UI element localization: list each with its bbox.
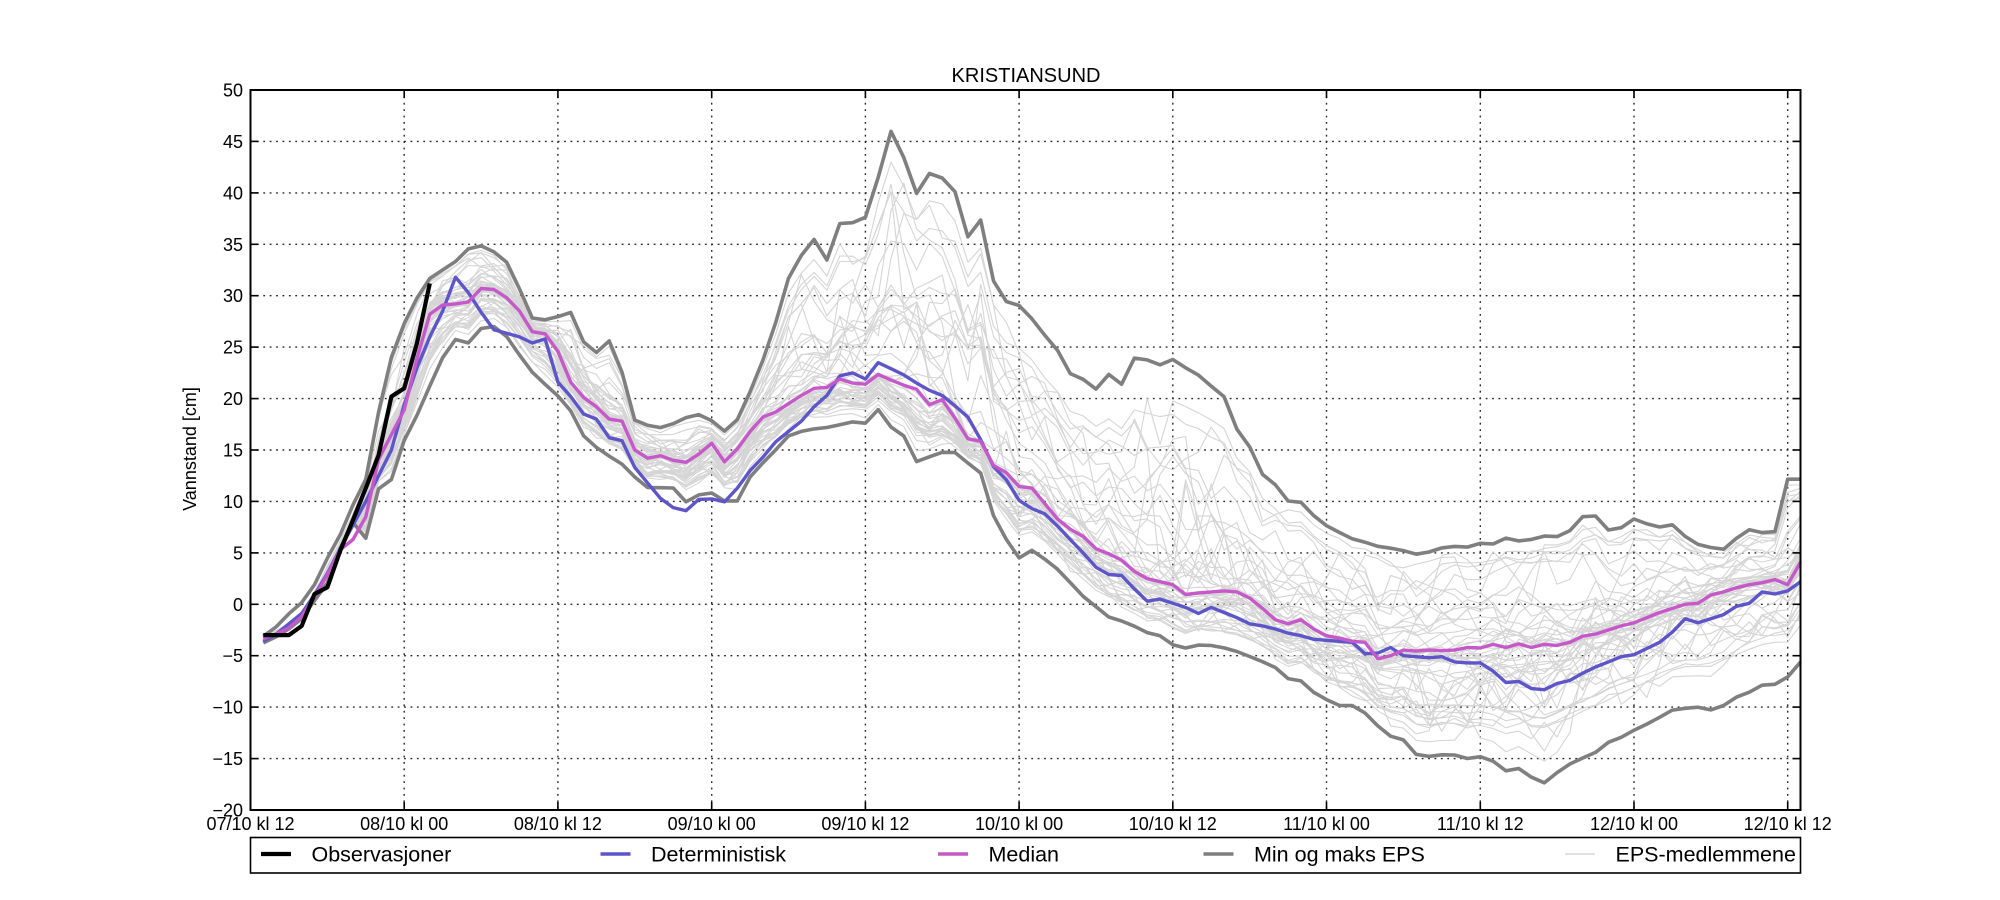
svg-text:08/10 kl 00: 08/10 kl 00 <box>360 814 448 834</box>
svg-text:08/10 kl 12: 08/10 kl 12 <box>514 814 602 834</box>
svg-text:12/10 kl 00: 12/10 kl 00 <box>1590 814 1678 834</box>
svg-text:Deterministisk: Deterministisk <box>651 843 786 867</box>
svg-text:15: 15 <box>223 441 243 461</box>
svg-text:35: 35 <box>223 235 243 255</box>
svg-text:0: 0 <box>233 595 243 615</box>
svg-text:−10: −10 <box>212 698 243 718</box>
svg-text:45: 45 <box>223 132 243 152</box>
svg-text:50: 50 <box>223 81 243 101</box>
svg-text:5: 5 <box>233 543 243 563</box>
svg-text:−5: −5 <box>222 646 243 666</box>
svg-text:Min og maks EPS: Min og maks EPS <box>1254 843 1425 867</box>
svg-text:Median: Median <box>989 843 1060 867</box>
svg-text:09/10 kl 00: 09/10 kl 00 <box>668 814 756 834</box>
svg-text:10/10 kl 12: 10/10 kl 12 <box>1129 814 1217 834</box>
svg-text:20: 20 <box>223 389 243 409</box>
svg-text:EPS-medlemmene: EPS-medlemmene <box>1616 843 1796 867</box>
svg-text:KRISTIANSUND: KRISTIANSUND <box>952 65 1101 87</box>
svg-text:Vannstand [cm]: Vannstand [cm] <box>180 387 200 511</box>
svg-text:40: 40 <box>223 183 243 203</box>
svg-text:−20: −20 <box>212 801 243 821</box>
svg-text:12/10 kl 12: 12/10 kl 12 <box>1744 814 1832 834</box>
svg-text:07/10 kl 12: 07/10 kl 12 <box>206 814 294 834</box>
svg-text:Observasjoner: Observasjoner <box>312 843 452 867</box>
svg-text:25: 25 <box>223 338 243 358</box>
svg-text:30: 30 <box>223 286 243 306</box>
svg-text:−15: −15 <box>212 749 243 769</box>
svg-text:10: 10 <box>223 492 243 512</box>
svg-text:09/10 kl 12: 09/10 kl 12 <box>821 814 909 834</box>
svg-text:11/10 kl 12: 11/10 kl 12 <box>1437 814 1524 834</box>
svg-text:11/10 kl 00: 11/10 kl 00 <box>1283 814 1370 834</box>
svg-text:10/10 kl 00: 10/10 kl 00 <box>975 814 1063 834</box>
